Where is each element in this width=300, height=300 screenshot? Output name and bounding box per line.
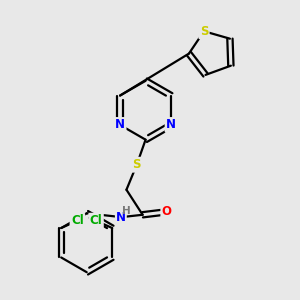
Text: O: O: [162, 205, 172, 218]
Text: Cl: Cl: [90, 214, 102, 227]
Text: N: N: [166, 118, 176, 131]
Text: H: H: [122, 206, 131, 216]
Text: N: N: [115, 118, 125, 131]
Text: S: S: [200, 25, 208, 38]
Text: S: S: [133, 158, 141, 171]
Text: N: N: [116, 211, 126, 224]
Text: Cl: Cl: [71, 214, 84, 227]
